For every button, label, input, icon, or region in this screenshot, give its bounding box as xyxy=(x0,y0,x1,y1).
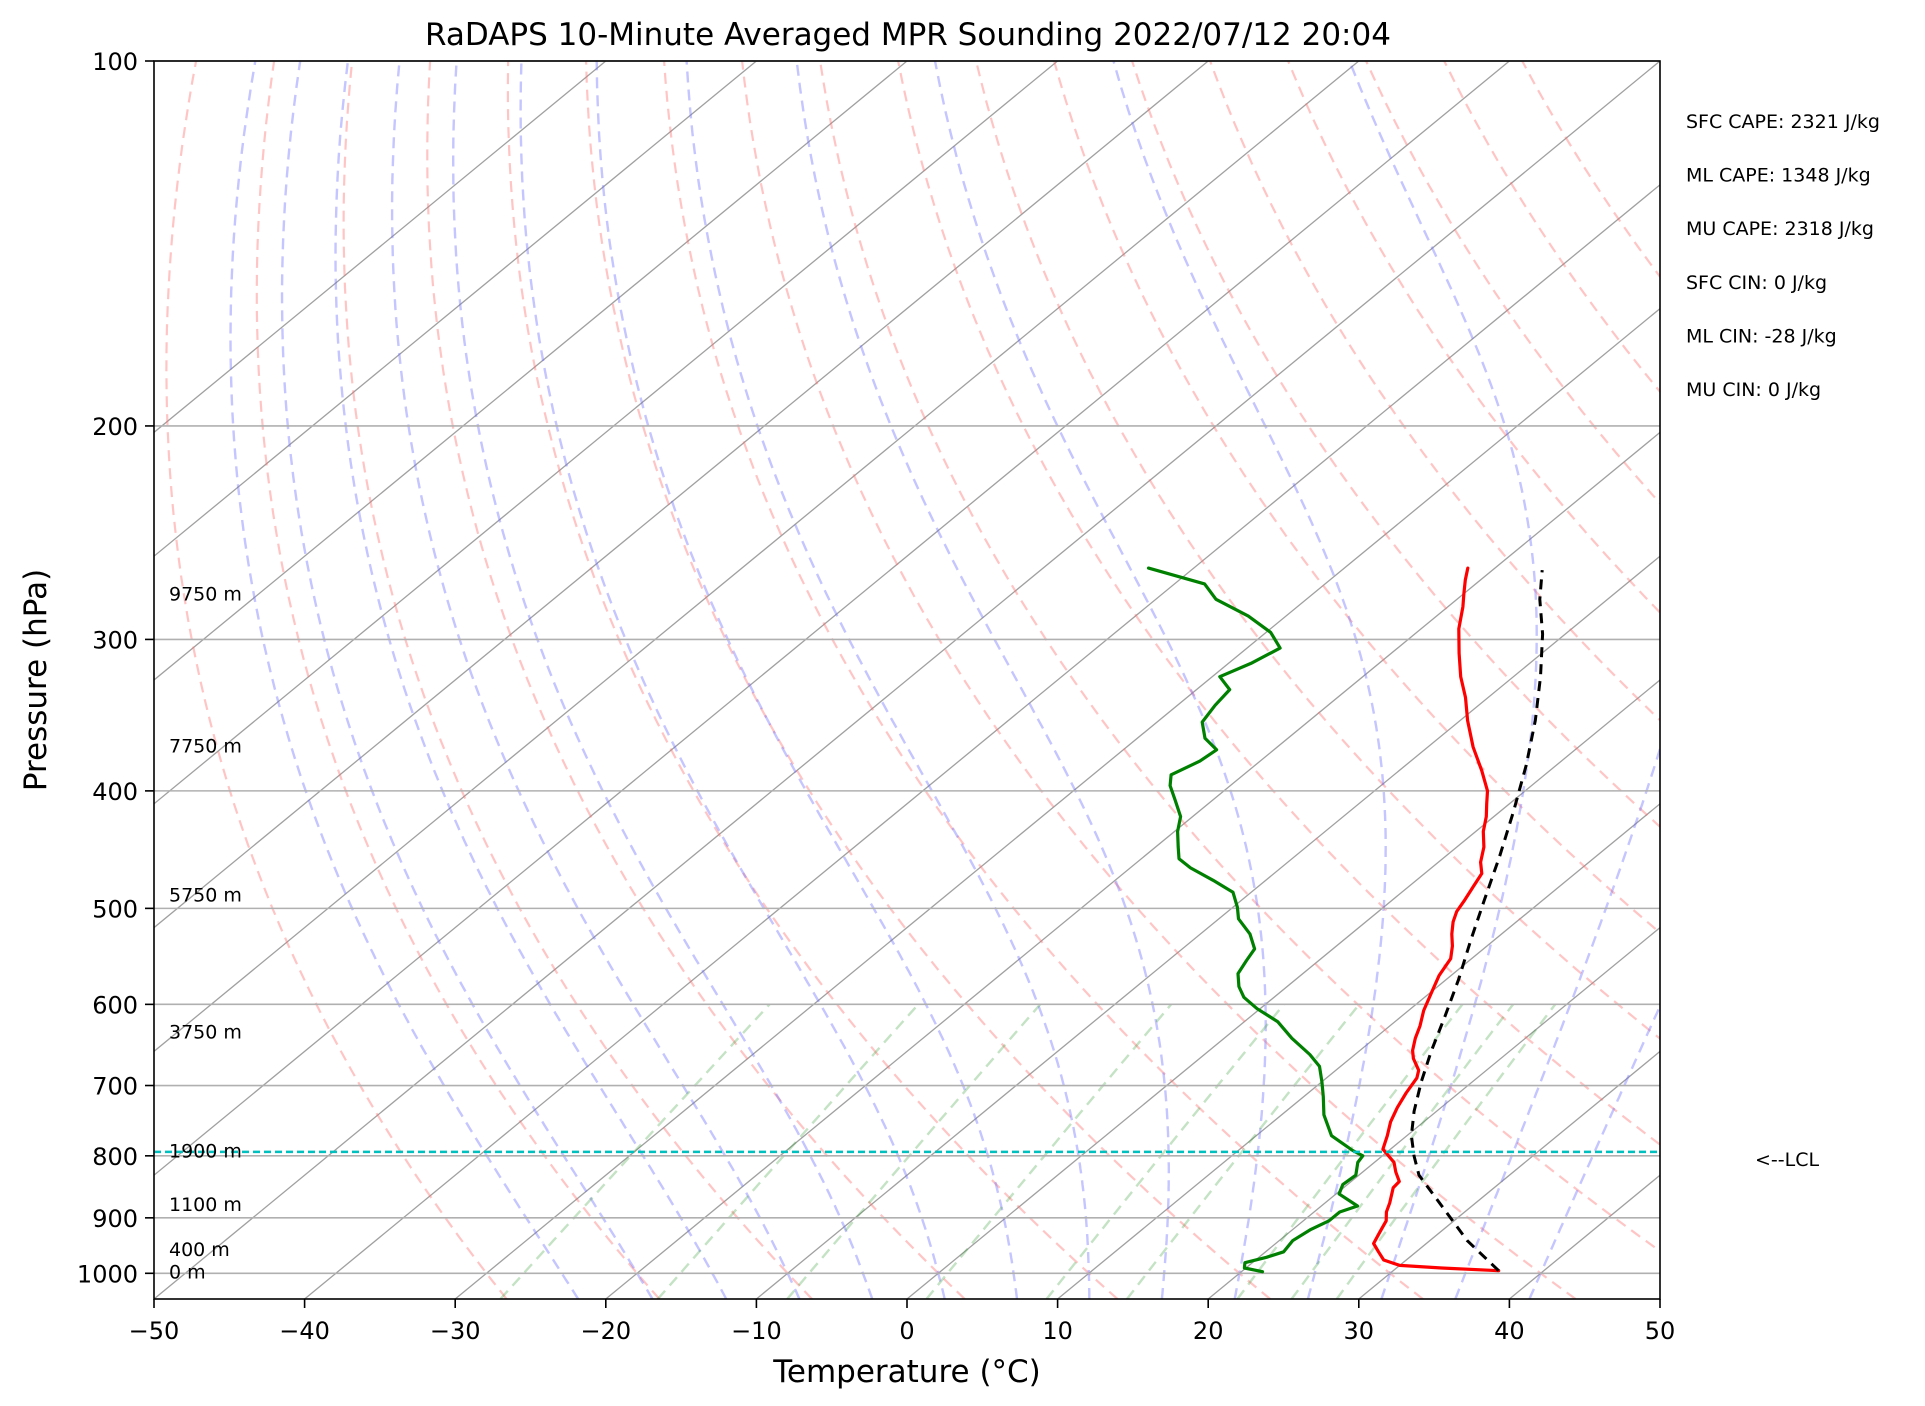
x-tick-label: 10 xyxy=(1042,1317,1073,1345)
y-tick-label: 900 xyxy=(92,1205,138,1233)
moist-adiabat-line xyxy=(1528,1003,1660,1299)
x-tick-label: −40 xyxy=(279,1317,330,1345)
background-lines xyxy=(154,61,1660,1299)
height-label: 1100 m xyxy=(169,1194,242,1216)
stat-annotation: ML CAPE: 1348 J/kg xyxy=(1686,165,1871,187)
dry-adiabat-line xyxy=(342,61,813,1299)
height-label: 7750 m xyxy=(169,736,242,758)
stat-annotation: SFC CAPE: 2321 J/kg xyxy=(1686,111,1880,133)
lcl-group: <--LCL xyxy=(154,1149,1819,1171)
height-label: 1900 m xyxy=(169,1141,242,1163)
x-tick-label: −50 xyxy=(129,1317,180,1345)
moist-adiabat-line xyxy=(519,61,946,1299)
dry-adiabat-line xyxy=(819,61,1660,1253)
moist-adiabat-line xyxy=(229,61,580,1299)
isotherm-line xyxy=(154,61,1360,1053)
moist-adiabat-line xyxy=(451,61,874,1299)
x-tick-label: 0 xyxy=(899,1317,914,1345)
isotherm-line xyxy=(154,61,1660,1299)
height-label: 400 m xyxy=(169,1239,230,1261)
lcl-label: <--LCL xyxy=(1755,1149,1819,1171)
dry-adiabat-line xyxy=(255,61,661,1299)
isotherm-line xyxy=(1057,802,1660,1299)
y-tick-label: 500 xyxy=(92,895,138,923)
isotherm-line xyxy=(605,431,1660,1299)
mixing-ratio-line xyxy=(786,1003,1042,1299)
dry-adiabat-line xyxy=(1053,61,1660,935)
height-label: 0 m xyxy=(169,1262,206,1284)
y-tick-label: 100 xyxy=(92,48,138,76)
y-tick-label: 700 xyxy=(92,1073,138,1101)
moist-adiabat-line xyxy=(1348,61,1538,1299)
isotherm-line xyxy=(154,61,607,434)
stat-annotation: ML CIN: -28 J/kg xyxy=(1686,325,1837,347)
dry-adiabat-line xyxy=(897,61,1660,1146)
moist-adiabat-line xyxy=(390,61,801,1299)
isotherm-line xyxy=(154,61,1510,1177)
mixing-ratio-line xyxy=(656,1003,920,1299)
height-label: 3750 m xyxy=(169,1022,242,1044)
isotherm-line xyxy=(454,307,1660,1299)
stat-annotation: MU CIN: 0 J/kg xyxy=(1686,379,1821,401)
profile-series-2 xyxy=(1409,569,1545,1272)
stats-annotations: SFC CAPE: 2321 J/kg ML CAPE: 1348 J/kg MU … xyxy=(1686,111,1880,401)
isotherm-line xyxy=(154,61,757,558)
dry-adiabat-line xyxy=(1209,61,1660,722)
chart-title: RaDAPS 10-Minute Averaged MPR Sounding 2… xyxy=(425,17,1391,53)
dry-adiabat-line xyxy=(585,61,1271,1299)
height-labels: 9750 m 7750 m 5750 m 3750 m 1900 m 1100 m 400 … xyxy=(169,584,242,1284)
dry-adiabat-line xyxy=(1287,61,1660,615)
isotherm-line xyxy=(755,555,1660,1299)
x-axis-label: Temperature (°C) xyxy=(772,1354,1041,1390)
x-tick-label: 50 xyxy=(1645,1317,1676,1345)
dry-adiabat-line xyxy=(741,61,1577,1299)
moist-adiabat-line xyxy=(334,61,728,1299)
y-tick-label: 1000 xyxy=(77,1260,138,1288)
isotherm-line xyxy=(154,61,1059,805)
x-tick-label: 30 xyxy=(1344,1317,1375,1345)
mixing-ratio-line xyxy=(499,1003,771,1299)
y-tick-label: 200 xyxy=(92,413,138,441)
mixing-ratio-line xyxy=(1045,1003,1285,1299)
isotherm-line xyxy=(1358,1050,1660,1299)
x-axis: −50 −40 −30 −20 −10 0 10 20 30 40 50 xyxy=(129,1299,1676,1345)
isotherm-line xyxy=(1207,926,1660,1299)
moist-adiabat-line xyxy=(280,61,654,1299)
dry-adiabat-line xyxy=(1365,61,1660,505)
moist-adiabat-line xyxy=(595,61,1019,1299)
mixing-ratio-line xyxy=(1126,1003,1361,1299)
height-label: 5750 m xyxy=(169,884,242,906)
profile-series-1 xyxy=(1146,566,1365,1274)
x-tick-label: −20 xyxy=(580,1317,631,1345)
dry-adiabat-line xyxy=(506,61,1119,1299)
moist-adiabat-line xyxy=(1112,61,1387,1299)
height-label: 9750 m xyxy=(169,584,242,606)
isotherm-line xyxy=(154,61,1209,929)
isotherm-line xyxy=(154,61,908,681)
y-tick-label: 300 xyxy=(92,626,138,654)
moist-adiabat-line xyxy=(685,61,1091,1299)
isotherm-line xyxy=(906,679,1660,1299)
stat-annotation: SFC CIN: 0 J/kg xyxy=(1686,272,1827,294)
profile-lines xyxy=(1146,566,1545,1274)
y-tick-label: 400 xyxy=(92,778,138,806)
moist-adiabat-line xyxy=(795,61,1170,1299)
y-tick-label: 800 xyxy=(92,1143,138,1171)
y-tick-label: 600 xyxy=(92,991,138,1019)
x-tick-label: 20 xyxy=(1193,1317,1224,1345)
isotherm-line xyxy=(304,183,1660,1299)
x-tick-label: −10 xyxy=(731,1317,782,1345)
moist-adiabat-line xyxy=(1454,61,1660,1299)
dry-adiabat-line xyxy=(663,61,1424,1299)
y-axis-label: Pressure (hPa) xyxy=(18,569,54,791)
stat-annotation: MU CAPE: 2318 J/kg xyxy=(1686,218,1874,240)
x-tick-label: 40 xyxy=(1494,1317,1525,1345)
profile-series-0 xyxy=(1372,566,1501,1273)
x-tick-label: −30 xyxy=(430,1317,481,1345)
dry-adiabat-line xyxy=(426,61,966,1299)
y-axis: 100 200 300 400 500 600 700 800 900 1000 xyxy=(77,48,154,1288)
